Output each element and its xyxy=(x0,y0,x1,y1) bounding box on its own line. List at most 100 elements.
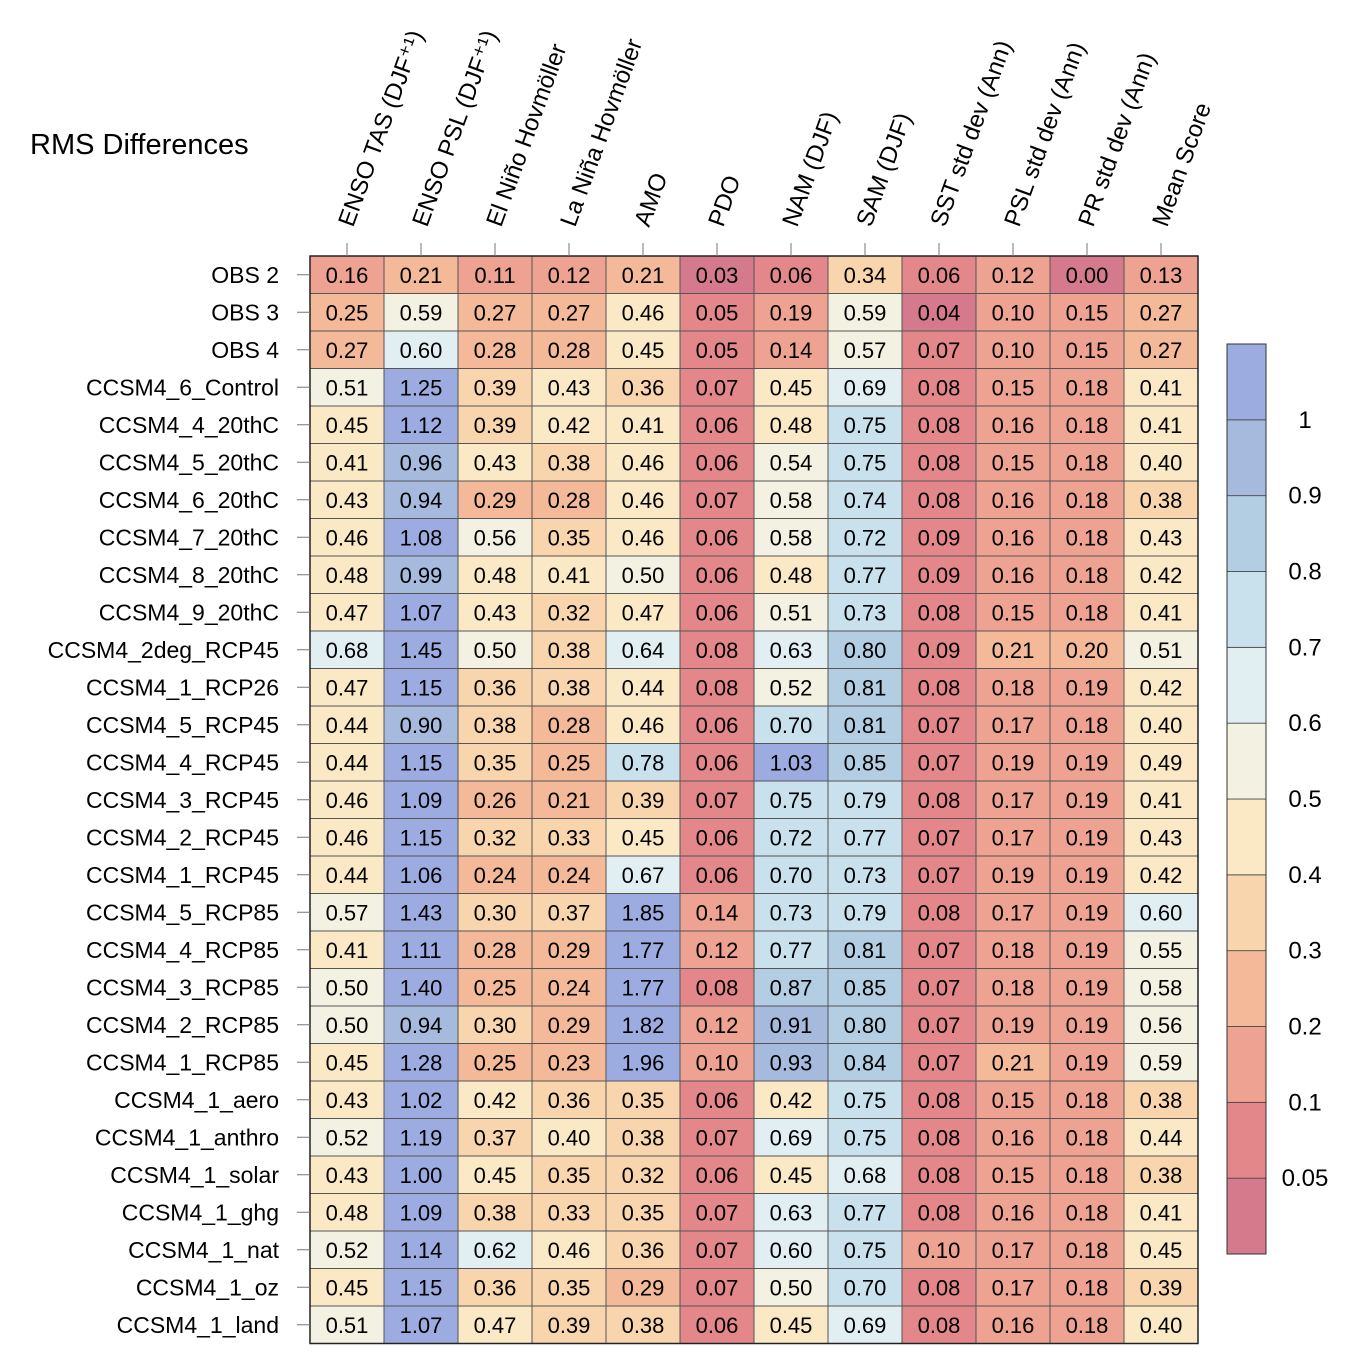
heatmap-cell xyxy=(606,406,680,444)
row-axis: OBS 2 OBS 3 OBS 4 CCSM4_6_Control CCSM4_4_20… xyxy=(48,262,310,1338)
cell-value-label: 0.43 xyxy=(1140,525,1183,550)
heatmap-cell xyxy=(828,631,902,669)
cell-value-label: 0.00 xyxy=(1066,263,1109,288)
heatmap-cell xyxy=(680,818,754,856)
cell-value-label: 0.07 xyxy=(918,1050,961,1075)
cell-value-label: 0.12 xyxy=(548,263,591,288)
cell-value-label: 0.68 xyxy=(844,1163,887,1188)
cell-value-label: 0.18 xyxy=(1066,713,1109,738)
heatmap-cell xyxy=(902,1306,976,1344)
heatmap-cell xyxy=(384,631,458,669)
heatmap-cell xyxy=(754,1268,828,1306)
heatmap-cell xyxy=(606,931,680,969)
heatmap-cell xyxy=(976,1081,1050,1119)
heatmap-cell xyxy=(1124,331,1198,369)
cell-value-label: 1.19 xyxy=(400,1125,443,1150)
heatmap-cell xyxy=(384,668,458,706)
heatmap-cell xyxy=(384,293,458,331)
row-label: CCSM4_7_20thC xyxy=(99,524,279,550)
cell-value-label: 0.15 xyxy=(992,375,1035,400)
heatmap-cell xyxy=(1050,668,1124,706)
cell-value-label: 0.75 xyxy=(844,413,887,438)
cell-value-label: 0.13 xyxy=(1140,263,1183,288)
cell-value-label: 0.38 xyxy=(548,675,591,700)
colorbar-swatch xyxy=(1226,950,1267,1027)
cell-value-label: 0.41 xyxy=(326,450,369,475)
row-label: CCSM4_5_RCP45 xyxy=(86,712,279,738)
cell-value-label: 0.08 xyxy=(918,1163,961,1188)
heatmap-cell xyxy=(976,1306,1050,1344)
heatmap-cell xyxy=(1124,968,1198,1006)
heatmap-cell xyxy=(976,556,1050,594)
cell-value-label: 0.45 xyxy=(622,338,665,363)
cell-value-label: 0.51 xyxy=(326,375,369,400)
heatmap-cell xyxy=(1050,1118,1124,1156)
cell-value-label: 0.69 xyxy=(844,1313,887,1338)
cell-value-label: 0.87 xyxy=(770,975,813,1000)
heatmap-cell xyxy=(976,518,1050,556)
cell-value-label: 0.60 xyxy=(770,1238,813,1263)
cell-value-label: 1.03 xyxy=(770,750,813,775)
cell-value-label: 0.07 xyxy=(696,1200,739,1225)
cell-value-label: 0.08 xyxy=(918,450,961,475)
heatmap-cell xyxy=(828,256,902,294)
cell-value-label: 0.80 xyxy=(844,1013,887,1038)
cell-value-label: 0.18 xyxy=(992,975,1035,1000)
heatmap-cell xyxy=(310,1231,384,1269)
heatmap-cell xyxy=(458,443,532,481)
heatmap-cell xyxy=(384,1043,458,1081)
row-label: CCSM4_8_20thC xyxy=(99,562,279,588)
cell-value-label: 1.85 xyxy=(622,900,665,925)
heatmap-cell xyxy=(458,706,532,744)
cell-value-label: 0.06 xyxy=(696,825,739,850)
heatmap-cell xyxy=(1124,406,1198,444)
cell-value-label: 0.18 xyxy=(1066,525,1109,550)
cell-value-label: 0.43 xyxy=(326,1163,369,1188)
cell-value-label: 0.06 xyxy=(696,563,739,588)
heatmap-cell xyxy=(976,1156,1050,1194)
cell-value-label: 0.07 xyxy=(696,1125,739,1150)
heatmap-cell xyxy=(902,781,976,819)
column-label: PSL std dev (Ann) xyxy=(999,39,1091,230)
cell-value-label: 0.59 xyxy=(844,300,887,325)
heatmap-cell xyxy=(828,1081,902,1119)
heatmap-cell xyxy=(1050,743,1124,781)
heatmap-cell xyxy=(384,1231,458,1269)
heatmap-cell xyxy=(902,556,976,594)
row-label: CCSM4_1_aero xyxy=(114,1087,279,1113)
heatmap-cell xyxy=(606,631,680,669)
heatmap-cell xyxy=(310,331,384,369)
heatmap-cell xyxy=(976,743,1050,781)
cell-value-label: 0.59 xyxy=(1140,1050,1183,1075)
cell-value-label: 0.19 xyxy=(1066,675,1109,700)
cell-value-label: 0.44 xyxy=(1140,1125,1183,1150)
cell-value-label: 0.36 xyxy=(622,375,665,400)
cell-value-label: 0.56 xyxy=(474,525,517,550)
cell-value-label: 0.41 xyxy=(1140,375,1183,400)
heatmap-cell xyxy=(754,781,828,819)
colorbar-tick-label: 0.1 xyxy=(1288,1089,1321,1116)
cell-value-label: 0.84 xyxy=(844,1050,887,1075)
heatmap-cell xyxy=(606,668,680,706)
heatmap-cell xyxy=(680,331,754,369)
heatmap-cell xyxy=(902,818,976,856)
cell-value-label: 0.39 xyxy=(474,375,517,400)
colorbar-swatch xyxy=(1226,798,1267,876)
cell-value-label: 0.35 xyxy=(548,525,591,550)
cell-value-label: 0.41 xyxy=(622,413,665,438)
heatmap-cell xyxy=(1124,743,1198,781)
heatmap-cell xyxy=(310,1268,384,1306)
heatmap-cell xyxy=(532,256,606,294)
heatmap-cell xyxy=(902,256,976,294)
row-label: CCSM4_4_RCP45 xyxy=(86,749,279,775)
cell-value-label: 1.40 xyxy=(400,975,443,1000)
colorbar-swatch xyxy=(1226,1101,1267,1179)
cell-value-label: 0.70 xyxy=(770,863,813,888)
heatmap-cell xyxy=(828,406,902,444)
cell-value-label: 0.75 xyxy=(844,1238,887,1263)
cell-value-label: 0.07 xyxy=(918,863,961,888)
cell-value-label: 0.15 xyxy=(992,1088,1035,1113)
cell-value-label: 0.04 xyxy=(918,300,961,325)
cell-value-label: 0.28 xyxy=(548,488,591,513)
heatmap-cell xyxy=(976,931,1050,969)
